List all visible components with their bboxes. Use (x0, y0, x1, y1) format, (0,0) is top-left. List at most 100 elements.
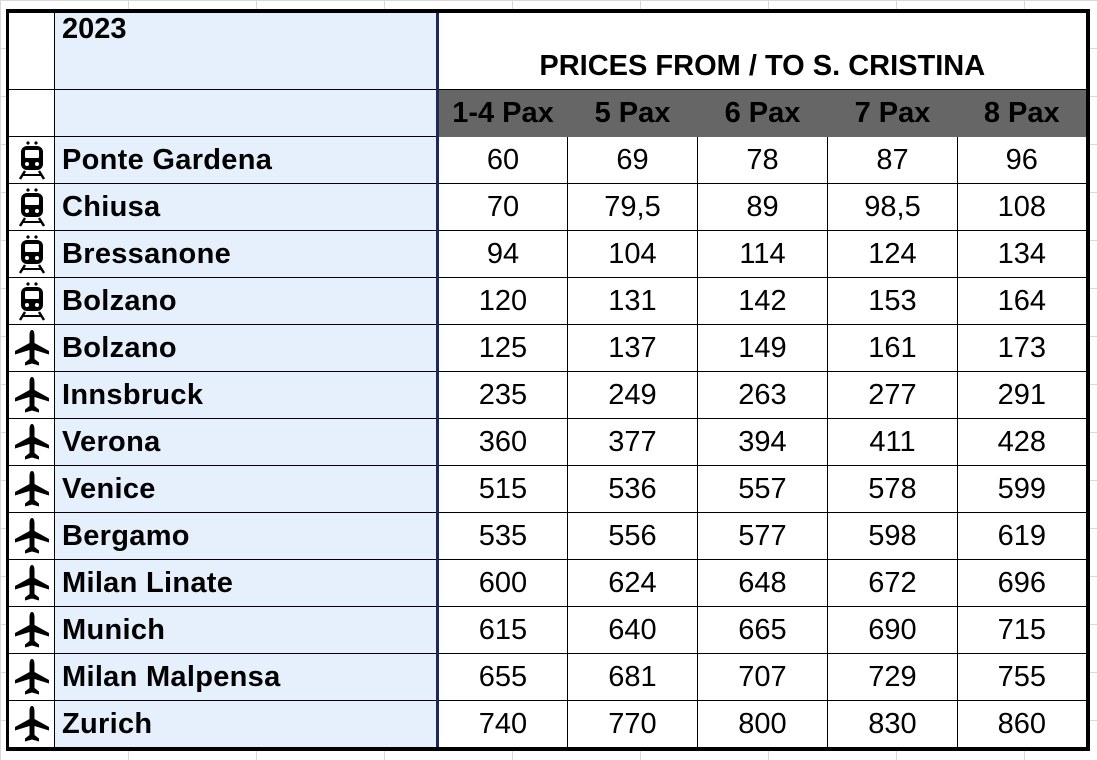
price-cell[interactable]: 696 (956, 559, 1090, 607)
price-cell[interactable]: 161 (827, 324, 958, 372)
destination-name[interactable]: Innsbruck (54, 371, 439, 419)
icon-cell[interactable] (6, 606, 55, 654)
icon-cell[interactable] (6, 277, 55, 325)
price-cell[interactable]: 577 (697, 512, 828, 560)
destination-name[interactable]: Verona (54, 418, 439, 466)
price-cell[interactable]: 615 (437, 606, 568, 654)
table-title[interactable]: PRICES FROM / TO S. CRISTINA (436, 9, 1090, 90)
corner-cell[interactable] (6, 9, 55, 90)
price-cell[interactable]: 715 (956, 606, 1090, 654)
price-cell[interactable]: 556 (567, 512, 698, 560)
price-cell[interactable]: 640 (567, 606, 698, 654)
price-cell[interactable]: 740 (437, 700, 568, 751)
icon-cell[interactable] (6, 653, 55, 701)
icon-cell[interactable] (6, 183, 55, 231)
price-cell[interactable]: 277 (827, 371, 958, 419)
header-name-blank[interactable] (54, 89, 439, 137)
destination-name[interactable]: Bressanone (54, 230, 439, 278)
price-cell[interactable]: 60 (437, 136, 568, 184)
price-cell[interactable]: 624 (567, 559, 698, 607)
price-cell[interactable]: 360 (437, 418, 568, 466)
price-cell[interactable]: 557 (697, 465, 828, 513)
price-cell[interactable]: 411 (827, 418, 958, 466)
price-cell[interactable]: 79,5 (567, 183, 698, 231)
column-header[interactable]: 6 Pax (697, 89, 828, 137)
price-cell[interactable]: 164 (956, 277, 1090, 325)
price-cell[interactable]: 536 (567, 465, 698, 513)
column-header[interactable]: 5 Pax (567, 89, 698, 137)
price-cell[interactable]: 131 (567, 277, 698, 325)
price-cell[interactable]: 114 (697, 230, 828, 278)
price-cell[interactable]: 672 (827, 559, 958, 607)
price-cell[interactable]: 104 (567, 230, 698, 278)
destination-name[interactable]: Milan Malpensa (54, 653, 439, 701)
price-cell[interactable]: 578 (827, 465, 958, 513)
price-cell[interactable]: 377 (567, 418, 698, 466)
column-header[interactable]: 8 Pax (956, 89, 1090, 137)
price-cell[interactable]: 89 (697, 183, 828, 231)
price-cell[interactable]: 249 (567, 371, 698, 419)
price-cell[interactable]: 70 (437, 183, 568, 231)
price-cell[interactable]: 108 (956, 183, 1090, 231)
destination-name[interactable]: Munich (54, 606, 439, 654)
price-cell[interactable]: 535 (437, 512, 568, 560)
price-cell[interactable]: 98,5 (827, 183, 958, 231)
price-cell[interactable]: 125 (437, 324, 568, 372)
price-cell[interactable]: 137 (567, 324, 698, 372)
price-cell[interactable]: 755 (956, 653, 1090, 701)
price-cell[interactable]: 599 (956, 465, 1090, 513)
price-cell[interactable]: 690 (827, 606, 958, 654)
destination-name[interactable]: Ponte Gardena (54, 136, 439, 184)
column-header[interactable]: 7 Pax (827, 89, 958, 137)
icon-cell[interactable] (6, 559, 55, 607)
price-cell[interactable]: 134 (956, 230, 1090, 278)
destination-name[interactable]: Bolzano (54, 277, 439, 325)
price-cell[interactable]: 619 (956, 512, 1090, 560)
icon-cell[interactable] (6, 700, 55, 751)
icon-cell[interactable] (6, 512, 55, 560)
column-header[interactable]: 1-4 Pax (437, 89, 568, 137)
price-cell[interactable]: 729 (827, 653, 958, 701)
price-cell[interactable]: 78 (697, 136, 828, 184)
price-cell[interactable]: 87 (827, 136, 958, 184)
destination-name[interactable]: Milan Linate (54, 559, 439, 607)
price-cell[interactable]: 830 (827, 700, 958, 751)
price-cell[interactable]: 681 (567, 653, 698, 701)
price-cell[interactable]: 428 (956, 418, 1090, 466)
destination-name[interactable]: Bolzano (54, 324, 439, 372)
price-cell[interactable]: 142 (697, 277, 828, 325)
icon-cell[interactable] (6, 324, 55, 372)
header-icon-blank[interactable] (6, 89, 55, 137)
destination-name[interactable]: Bergamo (54, 512, 439, 560)
icon-cell[interactable] (6, 371, 55, 419)
price-cell[interactable]: 69 (567, 136, 698, 184)
icon-cell[interactable] (6, 465, 55, 513)
icon-cell[interactable] (6, 136, 55, 184)
destination-name[interactable]: Chiusa (54, 183, 439, 231)
price-cell[interactable]: 515 (437, 465, 568, 513)
price-cell[interactable]: 598 (827, 512, 958, 560)
price-cell[interactable]: 860 (956, 700, 1090, 751)
price-cell[interactable]: 665 (697, 606, 828, 654)
price-cell[interactable]: 263 (697, 371, 828, 419)
price-cell[interactable]: 173 (956, 324, 1090, 372)
price-cell[interactable]: 394 (697, 418, 828, 466)
icon-cell[interactable] (6, 418, 55, 466)
price-cell[interactable]: 120 (437, 277, 568, 325)
icon-cell[interactable] (6, 230, 55, 278)
price-cell[interactable]: 124 (827, 230, 958, 278)
price-cell[interactable]: 94 (437, 230, 568, 278)
price-cell[interactable]: 655 (437, 653, 568, 701)
price-cell[interactable]: 800 (697, 700, 828, 751)
year-label[interactable]: 2023 (54, 9, 439, 90)
destination-name[interactable]: Venice (54, 465, 439, 513)
price-cell[interactable]: 600 (437, 559, 568, 607)
price-cell[interactable]: 291 (956, 371, 1090, 419)
price-cell[interactable]: 96 (956, 136, 1090, 184)
price-cell[interactable]: 770 (567, 700, 698, 751)
price-cell[interactable]: 235 (437, 371, 568, 419)
price-cell[interactable]: 707 (697, 653, 828, 701)
price-cell[interactable]: 149 (697, 324, 828, 372)
destination-name[interactable]: Zurich (54, 700, 439, 751)
price-cell[interactable]: 153 (827, 277, 958, 325)
